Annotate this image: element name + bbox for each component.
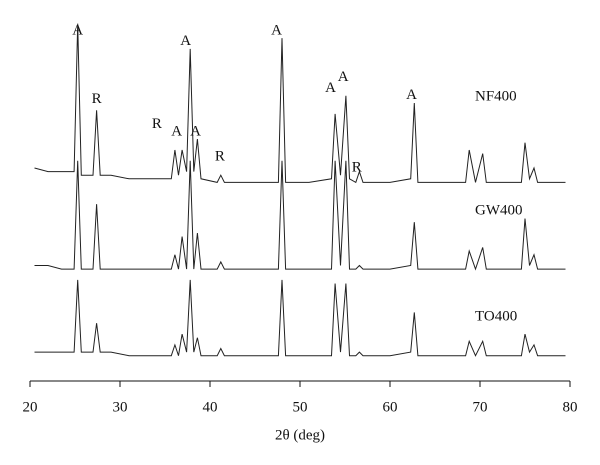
peak-label: R	[215, 149, 225, 165]
x-tick-label: 80	[563, 399, 578, 415]
peak-label: R	[352, 159, 362, 175]
peak-label: A	[190, 123, 201, 139]
peak-label: A	[180, 33, 191, 49]
x-tick-label: 30	[113, 399, 128, 415]
peak-label: R	[152, 116, 162, 132]
peak-label: A	[171, 123, 182, 139]
peak-label: A	[325, 80, 336, 96]
peak-label: A	[406, 87, 417, 103]
x-tick-label: 60	[383, 399, 398, 415]
series-label: TO400	[475, 308, 517, 324]
peak-label: A	[271, 22, 282, 38]
peak-label: A	[338, 69, 349, 85]
xrd-trace	[34, 23, 566, 184]
x-axis-title: 2θ (deg)	[275, 427, 325, 443]
x-tick-label: 40	[203, 399, 218, 415]
peak-label: R	[92, 91, 102, 107]
xrd-trace	[34, 279, 566, 357]
x-tick-label: 70	[473, 399, 488, 415]
peak-label: A	[72, 22, 83, 38]
xrd-trace	[34, 160, 566, 271]
x-tick-label: 50	[293, 399, 308, 415]
x-tick-label: 20	[23, 399, 38, 415]
series-label: GW400	[475, 202, 523, 218]
series-label: NF400	[475, 88, 517, 104]
